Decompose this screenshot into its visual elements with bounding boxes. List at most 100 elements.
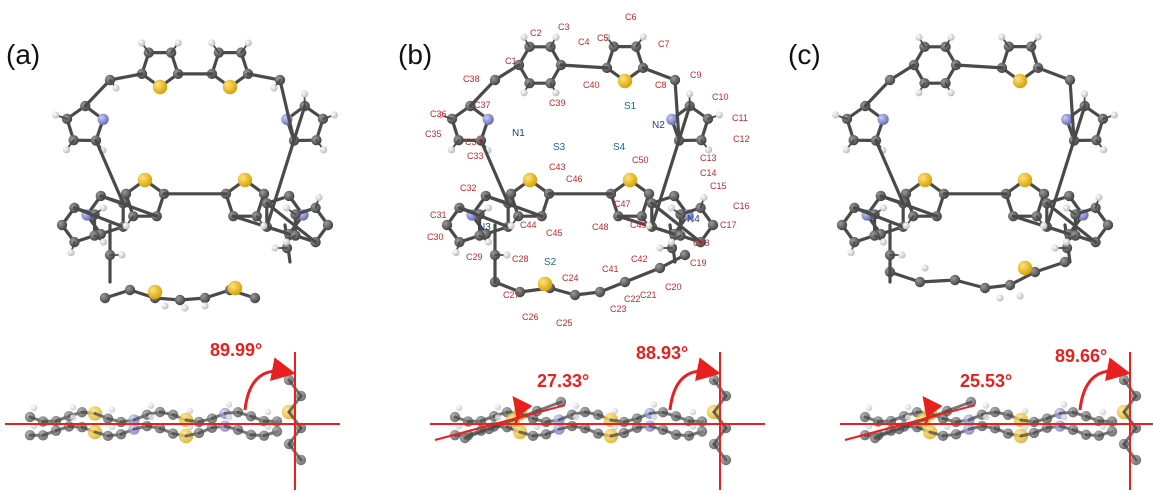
nitrogen-atom xyxy=(877,113,889,125)
atom-label-c6: C6 xyxy=(625,12,637,22)
bond xyxy=(479,138,510,205)
hydrogen-atom xyxy=(108,406,116,413)
molecule-c-top-view xyxy=(832,33,1118,302)
atom-label-c20: C20 xyxy=(665,282,682,292)
hydrogen-atom xyxy=(1060,401,1068,408)
hydrogen-atom xyxy=(112,84,120,92)
hydrogen-atom xyxy=(147,402,155,409)
hydrogen-atom xyxy=(915,89,923,97)
sulfur-atom xyxy=(1017,260,1033,276)
atom-label-c8: C8 xyxy=(655,80,667,90)
hydrogen-atom xyxy=(1021,423,1029,431)
hydrogen-atom xyxy=(1080,90,1089,98)
hydrogen-atom xyxy=(271,244,279,252)
carbon-atom xyxy=(489,74,501,86)
sulfur-atom xyxy=(617,73,633,89)
reference-line-tilted xyxy=(434,404,566,441)
bond xyxy=(265,201,318,244)
hydrogen-atom xyxy=(947,33,955,41)
atom-label-s4: S4 xyxy=(613,142,626,153)
atom-label-c41: C41 xyxy=(602,264,619,274)
hydrogen-atom xyxy=(1110,111,1118,119)
hydrogen-atom xyxy=(507,222,515,230)
atom-label-c33: C33 xyxy=(467,151,484,161)
carbon-atom xyxy=(174,294,186,306)
bond xyxy=(918,278,957,284)
hydrogen-atom xyxy=(122,222,130,230)
carbon-atom xyxy=(1106,416,1118,427)
hydrogen-atom xyxy=(300,90,309,98)
panel-label-b: (b) xyxy=(398,39,432,70)
hydrogen-atom xyxy=(1062,238,1071,246)
hydrogen-atom xyxy=(138,39,146,47)
sulfur-atom xyxy=(622,172,638,188)
atom-label-c31: C31 xyxy=(430,210,447,220)
bond xyxy=(863,78,892,108)
hydrogen-atom xyxy=(650,413,658,421)
atom-label-c7: C7 xyxy=(658,39,670,49)
atom-label-c29: C29 xyxy=(466,252,483,262)
carbon-atom xyxy=(949,274,961,286)
carbon-atom xyxy=(505,188,517,200)
atom-label-c16: C16 xyxy=(733,201,750,211)
atom-label-c46: C46 xyxy=(566,174,583,184)
sulfur-atom xyxy=(222,79,238,95)
bond xyxy=(265,104,307,229)
atom-label-c27: C27 xyxy=(503,290,520,300)
bond xyxy=(641,66,677,82)
hydrogen-atom xyxy=(1021,407,1029,415)
hydrogen-atom xyxy=(99,204,108,212)
atom-label-c49: C49 xyxy=(630,220,647,230)
hydrogen-atom xyxy=(437,111,445,119)
carbon-atom xyxy=(979,282,991,294)
carbon-atom xyxy=(619,276,631,288)
atom-label-c23: C23 xyxy=(610,304,627,314)
atom-label-c1: C1 xyxy=(505,56,517,66)
hydrogen-atom xyxy=(904,414,912,421)
atom-label-c2: C2 xyxy=(530,28,542,38)
bond xyxy=(945,400,973,413)
angle-arc xyxy=(1078,357,1131,411)
hydrogen-atom xyxy=(174,39,182,47)
hydrogen-atom xyxy=(264,423,272,430)
hydrogen-atom xyxy=(982,402,990,409)
hydrogen-atom xyxy=(998,33,1006,41)
bond xyxy=(1068,78,1076,143)
bond xyxy=(1045,104,1087,229)
bond xyxy=(879,194,939,218)
atom-label-c47: C47 xyxy=(614,199,631,209)
atom-label-n1: N1 xyxy=(512,128,525,139)
hydrogen-atom xyxy=(943,423,951,431)
atom-label-c5: C5 xyxy=(597,33,609,43)
atom-label-s3: S3 xyxy=(553,142,566,153)
hydrogen-atom xyxy=(689,423,697,430)
atom-label-c34: C34 xyxy=(465,137,482,147)
carbon-atom xyxy=(1029,266,1041,278)
angle-label-b-2: 88.93° xyxy=(636,343,688,363)
atom-label-c12: C12 xyxy=(733,134,750,144)
panel-label-a: (a) xyxy=(6,39,40,70)
hydrogen-atom xyxy=(904,404,912,411)
sulfur-atom xyxy=(227,280,243,296)
bond xyxy=(463,427,491,440)
hydrogen-atom xyxy=(1051,244,1059,252)
tilt-angle-arc xyxy=(512,395,533,425)
bond xyxy=(246,72,282,82)
tilt-angle-arc xyxy=(922,395,943,425)
carbon-atom xyxy=(56,219,68,231)
bond xyxy=(650,104,692,229)
hydrogen-atom xyxy=(879,238,888,246)
angle-label-b-1: 27.33° xyxy=(537,371,589,391)
bond xyxy=(484,194,544,218)
hydrogen-atom xyxy=(69,404,77,411)
hydrogen-atom xyxy=(689,408,697,416)
carbon-atom xyxy=(679,249,691,261)
angle-arc xyxy=(243,357,296,411)
hydrogen-atom xyxy=(650,401,658,408)
hydrogen-atom xyxy=(62,146,71,154)
hydrogen-atom xyxy=(832,111,840,119)
sulfur-atom xyxy=(237,172,253,188)
carbon-atom xyxy=(199,292,211,304)
atom-label-n2: N2 xyxy=(652,120,665,131)
atom-label-c40: C40 xyxy=(583,80,600,90)
